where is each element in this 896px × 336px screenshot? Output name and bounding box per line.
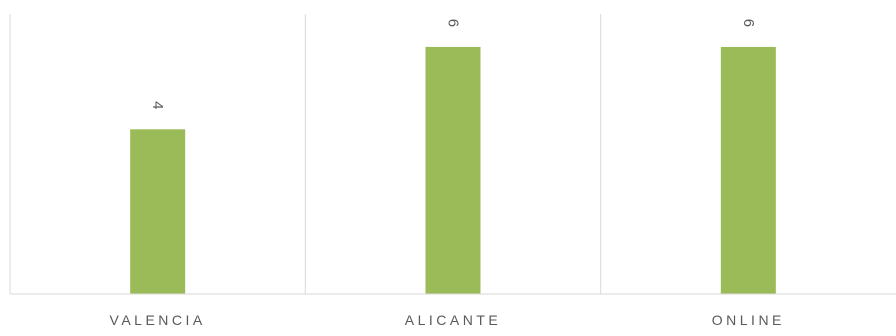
data-labels: 4 6 6 [149,19,757,110]
data-label-online: 6 [740,19,757,27]
category-label-online: ONLINE [712,312,785,328]
data-label-alicante: 6 [445,19,462,27]
category-labels: VALENCIA ALICANTE ONLINE [110,312,785,328]
data-label-valencia: 4 [149,101,166,109]
bar-alicante [425,46,481,294]
bar-series [130,46,776,294]
category-label-alicante: ALICANTE [405,312,501,328]
category-label-valencia: VALENCIA [110,312,206,328]
bar-online [720,46,776,294]
category-separators [9,14,602,294]
bar-valencia [130,129,186,294]
